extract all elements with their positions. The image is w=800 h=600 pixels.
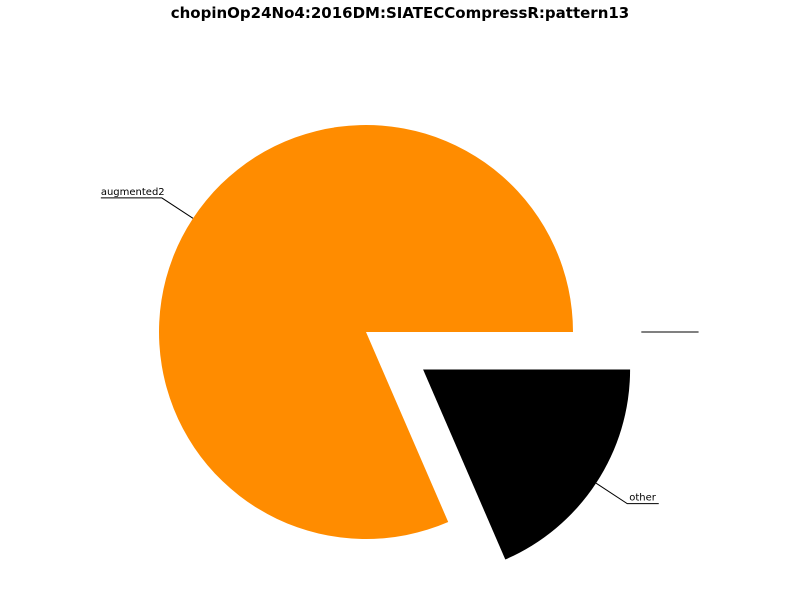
chart-title: chopinOp24No4:2016DM:SIATECCompressR:pat… (171, 4, 630, 22)
pie-leader-line (595, 482, 659, 505)
pie-leader-line (100, 197, 194, 219)
pie-labels: augmented2 other (100, 187, 699, 505)
pie-slices (159, 125, 631, 560)
pie-label: other (629, 493, 657, 504)
pie-slice-augmented2 (159, 125, 573, 539)
pie-label: augmented2 (101, 187, 165, 198)
pie-slice-other (423, 369, 631, 560)
